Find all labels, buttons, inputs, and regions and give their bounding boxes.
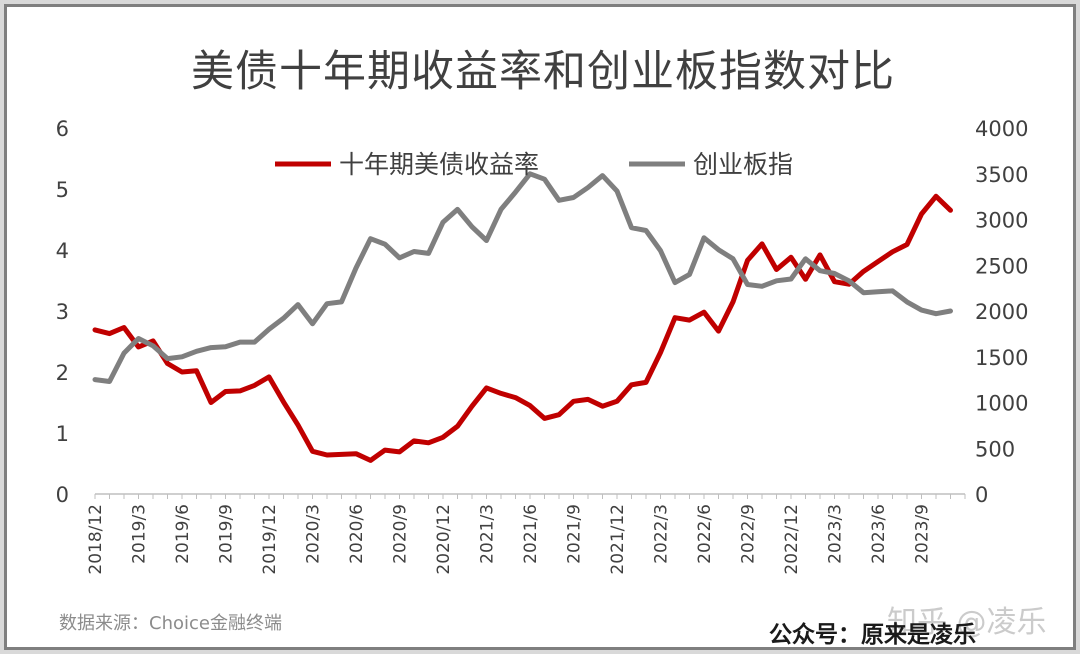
y-right-tick-label: 3000 (975, 209, 1028, 233)
y-left-tick-label: 0 (56, 483, 69, 507)
y-left-tick-label: 5 (56, 178, 69, 202)
x-tick-label: 2020/3 (304, 504, 324, 564)
x-tick-label: 2022/12 (782, 504, 802, 575)
y-left-tick-label: 4 (56, 239, 69, 263)
y-left-tick-label: 6 (56, 117, 69, 141)
legend-chinext-label: 创业板指 (693, 150, 793, 179)
x-tick-label: 2021/6 (521, 504, 541, 564)
y-left-tick-label: 3 (56, 300, 69, 324)
chart-plot: 2018/12 2019/3 2019/6 2019/9 2019/12 2020/3 20… (56, 117, 1029, 575)
x-tick-label: 2021/9 (565, 504, 585, 564)
y-right-tick-label: 3500 (975, 163, 1028, 187)
chart-frame: 美债十年期收益率和创业板指数对比 2018/12 2019/3 2019/6 2019… (4, 4, 1076, 650)
x-tick-label: 2023/6 (869, 504, 889, 564)
y-left-tick-label: 1 (56, 422, 69, 446)
x-tick-label: 2021/12 (608, 504, 628, 575)
x-tick-label: 2023/9 (913, 504, 933, 564)
y-right-tick-label: 500 (975, 437, 1015, 461)
x-tick-label: 2022/6 (695, 504, 715, 564)
data-source-note: 数据来源：Choice金融终端 (59, 613, 282, 634)
x-tick-label: 2020/12 (434, 504, 454, 575)
x-tick-label: 2021/3 (478, 504, 498, 564)
x-tick-label: 2019/3 (130, 504, 150, 564)
y-right-tick-label: 0 (975, 483, 988, 507)
x-tick-label: 2022/3 (652, 504, 672, 564)
chart-title: 美债十年期收益率和创业板指数对比 (191, 47, 895, 97)
x-tick-label: 2018/12 (86, 504, 106, 575)
x-tick-label: 2023/3 (826, 504, 846, 564)
y-right-tick-label: 4000 (975, 117, 1028, 141)
y-right-tick-label: 2500 (975, 254, 1028, 278)
y-right-tick-label: 1000 (975, 392, 1028, 416)
account-label: 公众号：原来是凌乐 (769, 622, 976, 648)
x-tick-label: 2019/9 (217, 504, 237, 564)
legend-yield-label: 十年期美债收益率 (339, 150, 539, 179)
watermark: 知乎 @凌乐 (887, 605, 1047, 640)
y-right-tick-label: 1500 (975, 346, 1028, 370)
x-tick-label: 2020/9 (391, 504, 411, 564)
x-tick-label: 2019/12 (260, 504, 280, 575)
x-tick-label: 2019/6 (173, 504, 193, 564)
x-tick-label: 2022/9 (739, 504, 759, 564)
yield-series-line (92, 193, 953, 463)
x-tick-label: 2020/6 (347, 504, 367, 564)
y-right-tick-label: 2000 (975, 300, 1028, 324)
y-left-tick-label: 2 (56, 361, 69, 385)
chinext-series-line (92, 171, 953, 384)
